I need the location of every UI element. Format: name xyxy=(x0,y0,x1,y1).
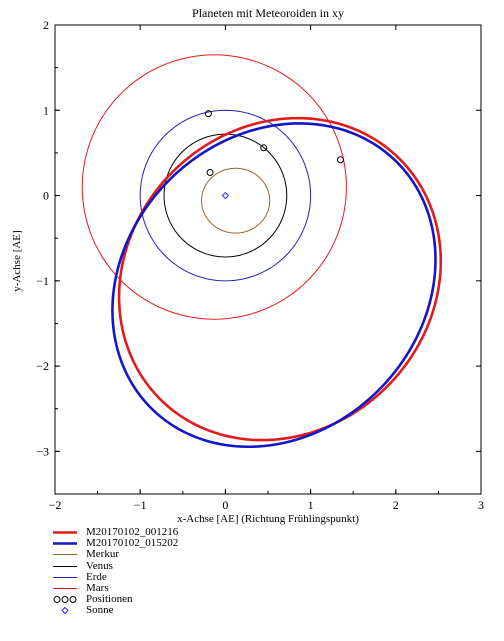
x-tick-label: 2 xyxy=(393,498,399,512)
legend-item: Erde xyxy=(52,570,178,583)
legend-swatch xyxy=(53,588,77,590)
legend-label: M20170102_001216 xyxy=(86,526,179,539)
marker-layer xyxy=(204,110,344,200)
series-layer xyxy=(81,54,443,449)
y-tick-label: −3 xyxy=(36,444,49,458)
legend-label: M20170102_015202 xyxy=(86,537,179,550)
legend-item: M20170102_015202 xyxy=(52,538,178,549)
y-tick-label: 1 xyxy=(43,103,49,117)
legend-swatch xyxy=(61,607,69,615)
orbit-venus xyxy=(163,133,288,258)
orbit-m20170102-001216 xyxy=(117,116,443,442)
orbit-merkur xyxy=(201,167,271,234)
legend-item: M20170102_001216 xyxy=(52,527,178,538)
legend-swatch xyxy=(53,576,77,578)
legend-swatch xyxy=(53,596,77,604)
legend-label: Venus xyxy=(86,559,113,572)
legend-swatch xyxy=(53,554,77,556)
legend-label: Positionen xyxy=(86,593,133,606)
y-tick-label: 2 xyxy=(43,18,49,32)
legend-label: Sonne xyxy=(86,604,114,617)
x-tick-label: 0 xyxy=(222,498,228,512)
legend-item: Sonne xyxy=(52,605,178,616)
y-axis-label: y-Achse [AE] xyxy=(11,230,23,291)
orbit-mars xyxy=(81,54,347,320)
x-tick-label: 1 xyxy=(308,498,314,512)
legend-item: Merkur xyxy=(52,549,178,560)
chart-title: Planeten mit Meteoroiden in xy xyxy=(192,6,344,20)
x-axis-label: x-Achse [AE] (Richtung Frühlingspunkt) xyxy=(177,513,359,525)
legend: M20170102_001216 M20170102_015202 Merkur Ve… xyxy=(52,527,178,617)
axis-ticks: −2 −1 0 1 2 3 −3 −2 −1 0 1 2 xyxy=(36,18,484,512)
y-tick-label: −1 xyxy=(36,274,49,288)
sun-marker xyxy=(221,191,230,200)
x-tick-label: 3 xyxy=(478,498,484,512)
legend-label: Erde xyxy=(86,570,107,583)
legend-item: Positionen xyxy=(52,594,178,605)
x-tick-label: −2 xyxy=(49,498,62,512)
position-marker xyxy=(204,110,212,118)
orbit-m20170102-015202 xyxy=(111,122,437,449)
legend-label: Merkur xyxy=(86,548,119,561)
position-marker xyxy=(206,169,214,177)
position-marker xyxy=(260,144,268,152)
legend-swatch xyxy=(53,565,77,567)
legend-item: Mars xyxy=(52,583,178,594)
legend-label: Mars xyxy=(86,582,109,595)
x-tick-label: −1 xyxy=(134,498,147,512)
y-tick-label: 0 xyxy=(43,189,49,203)
chart: Planeten mit Meteoroiden in xy −2 −1 0 1 2 3−… xyxy=(11,6,484,525)
legend-swatch xyxy=(53,531,77,534)
legend-item: Venus xyxy=(52,559,178,572)
position-marker xyxy=(336,156,344,164)
y-tick-label: −2 xyxy=(36,359,49,373)
legend-swatch xyxy=(53,542,77,546)
